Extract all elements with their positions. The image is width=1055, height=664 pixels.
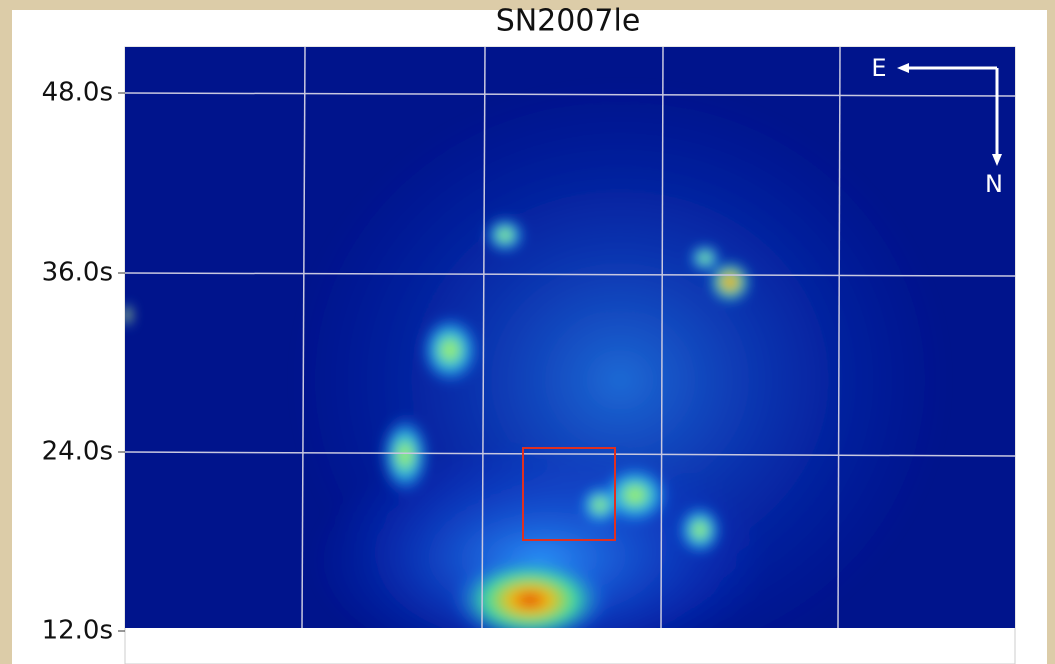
figure: SN2007le [0,0,1055,664]
sky-image: E N [121,47,1015,664]
knot [420,315,480,385]
knot [678,505,722,555]
supernova [708,260,752,304]
page: SN2007le [0,0,1055,664]
y-tick-label: 24.0s [42,437,113,467]
knot [380,415,430,495]
title: SN2007le [496,4,641,39]
compass-north: N [985,170,1003,198]
knot [485,217,525,253]
compass-east: E [871,54,886,82]
y-tick-label: 48.0s [42,78,113,108]
y-tick-label: 12.0s [42,616,113,646]
y-tick-label: 36.0s [42,258,113,288]
